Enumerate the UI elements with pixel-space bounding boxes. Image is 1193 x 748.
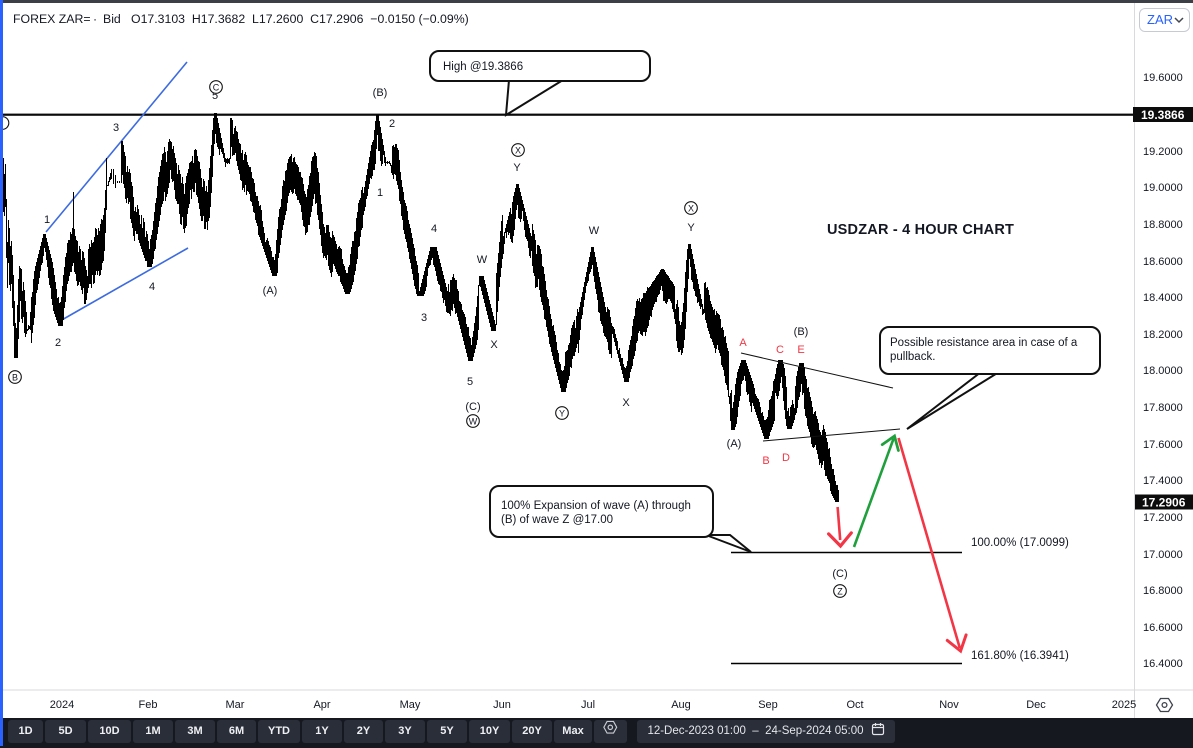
svg-text:(B): (B) [794,326,809,338]
svg-text:A: A [739,337,747,349]
svg-text:E: E [797,344,804,356]
svg-text:Y: Y [687,222,695,234]
svg-text:Dec: Dec [1026,699,1046,711]
svg-text:161.80% (16.3941): 161.80% (16.3941) [971,650,1069,662]
svg-text:Oct: Oct [846,699,863,711]
svg-text:(A): (A) [727,438,742,450]
svg-text:B: B [12,372,18,382]
svg-text:1: 1 [377,187,383,199]
svg-text:Jul: Jul [581,699,595,711]
svg-text:5: 5 [212,90,218,102]
svg-text:W: W [469,416,478,426]
svg-text:High @19.3866: High @19.3866 [443,61,523,73]
svg-text:(B) of wave Z @17.00: (B) of wave Z @17.00 [501,514,613,526]
svg-text:D: D [782,452,790,464]
svg-text:100.00% (17.0099): 100.00% (17.0099) [971,537,1069,549]
svg-text:Jun: Jun [493,699,511,711]
svg-text:1: 1 [44,214,50,226]
svg-text:16.8000: 16.8000 [1143,585,1183,597]
svg-text:Sep: Sep [758,699,778,711]
svg-text:(C): (C) [832,568,847,580]
svg-text:Feb: Feb [139,699,158,711]
svg-text:17.4000: 17.4000 [1143,475,1183,487]
svg-text:(B): (B) [373,87,388,99]
svg-text:100% Expansion of wave (A) thr: 100% Expansion of wave (A) through [501,500,691,512]
svg-text:3: 3 [113,122,119,134]
svg-text:17.6000: 17.6000 [1143,439,1183,451]
svg-text:X: X [515,145,521,155]
svg-text:Nov: Nov [939,699,959,711]
svg-text:pullback.: pullback. [890,351,935,363]
svg-text:19.2000: 19.2000 [1143,146,1183,158]
svg-text:Apr: Apr [313,699,330,711]
svg-text:2: 2 [55,337,61,349]
svg-text:19.6000: 19.6000 [1143,72,1183,84]
svg-text:X: X [622,397,630,409]
svg-text:3: 3 [421,312,427,324]
svg-text:Mar: Mar [226,699,245,711]
svg-text:X: X [490,339,498,351]
svg-text:18.0000: 18.0000 [1143,365,1183,377]
svg-text:W: W [477,254,488,266]
svg-text:17.2000: 17.2000 [1143,512,1183,524]
svg-text:B: B [762,455,769,467]
svg-text:2024: 2024 [50,699,74,711]
svg-text:17.0000: 17.0000 [1143,549,1183,561]
svg-text:18.8000: 18.8000 [1143,219,1183,231]
svg-text:Y: Y [559,408,565,418]
svg-text:16.6000: 16.6000 [1143,622,1183,634]
svg-text:Aug: Aug [671,699,691,711]
svg-text:17.2906: 17.2906 [1142,496,1186,510]
svg-text:4: 4 [431,223,437,235]
svg-text:W: W [589,225,600,237]
svg-text:C: C [213,82,220,92]
svg-text:USDZAR - 4 HOUR CHART: USDZAR - 4 HOUR CHART [827,222,1014,238]
svg-text:19.3866: 19.3866 [1141,108,1185,122]
svg-text:17.8000: 17.8000 [1143,402,1183,414]
svg-text:2: 2 [389,118,395,130]
svg-text:May: May [400,699,421,711]
svg-text:4: 4 [149,281,155,293]
svg-text:Z: Z [837,586,843,596]
svg-text:Possible resistance area in ca: Possible resistance area in case of a [890,337,1078,349]
svg-text:16.4000: 16.4000 [1143,658,1183,670]
svg-text:(C): (C) [465,401,480,413]
svg-text:(A): (A) [263,285,278,297]
svg-text:X: X [688,203,694,213]
svg-text:18.6000: 18.6000 [1143,256,1183,268]
svg-text:18.4000: 18.4000 [1143,292,1183,304]
svg-text:19.0000: 19.0000 [1143,182,1183,194]
svg-text:2025: 2025 [1112,699,1136,711]
svg-text:5: 5 [467,376,473,388]
svg-text:18.2000: 18.2000 [1143,329,1183,341]
svg-text:C: C [776,344,784,356]
svg-text:Y: Y [513,162,521,174]
